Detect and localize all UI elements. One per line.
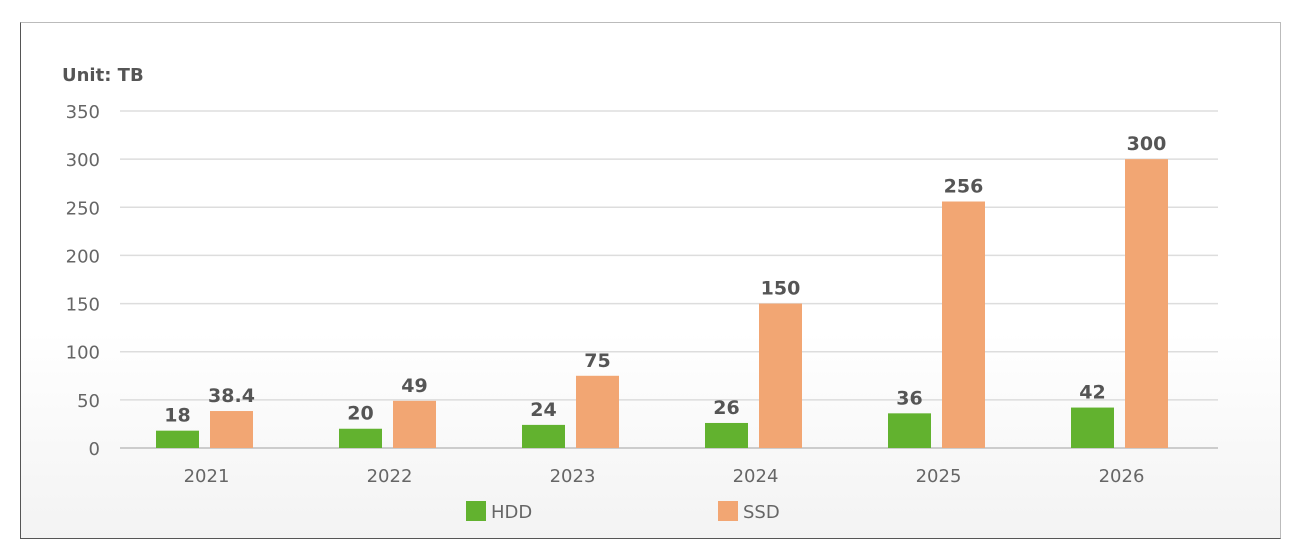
y-tick-label: 0 — [89, 439, 100, 460]
x-tick-label: 2026 — [1099, 466, 1145, 487]
data-label: 20 — [347, 403, 373, 425]
bar-hdd — [156, 430, 199, 448]
bar-ssd — [942, 201, 985, 448]
bar-hdd — [1071, 407, 1114, 448]
data-label: 38.4 — [208, 385, 255, 407]
data-label: 49 — [401, 375, 427, 397]
bar-ssd — [576, 375, 619, 448]
legend-swatch-hdd — [466, 501, 486, 521]
data-label: 36 — [896, 387, 922, 409]
data-label: 256 — [944, 176, 984, 198]
y-tick-label: 200 — [66, 246, 100, 267]
x-tick-label: 2024 — [733, 466, 779, 487]
bar-ssd — [210, 411, 253, 448]
y-tick-label: 250 — [66, 198, 100, 219]
data-label: 150 — [761, 278, 801, 300]
y-tick-label: 350 — [66, 102, 100, 123]
data-label: 26 — [713, 397, 739, 419]
bar-hdd — [522, 424, 565, 448]
data-label: 300 — [1127, 133, 1167, 155]
data-label: 18 — [164, 405, 190, 427]
bar-ssd — [393, 400, 436, 448]
unit-label: Unit: TB — [62, 65, 144, 86]
y-tick-label: 150 — [66, 295, 100, 316]
x-tick-label: 2023 — [550, 466, 596, 487]
legend-label-hdd: HDD — [491, 502, 532, 523]
bar-ssd — [759, 303, 802, 448]
y-tick-label: 100 — [66, 343, 100, 364]
y-tick-label: 50 — [77, 391, 100, 412]
x-tick-label: 2022 — [367, 466, 413, 487]
y-tick-label: 300 — [66, 150, 100, 171]
bar-hdd — [339, 428, 382, 448]
data-label: 42 — [1079, 382, 1105, 404]
x-tick-label: 2025 — [916, 466, 962, 487]
legend-swatch-ssd — [718, 501, 738, 521]
chart-frame — [20, 22, 1281, 539]
bar-ssd — [1125, 159, 1168, 448]
bar-hdd — [888, 413, 931, 448]
data-label: 24 — [530, 399, 556, 421]
bar-hdd — [705, 422, 748, 448]
legend-label-ssd: SSD — [743, 502, 780, 523]
data-label: 75 — [584, 350, 610, 372]
x-tick-label: 2021 — [184, 466, 230, 487]
